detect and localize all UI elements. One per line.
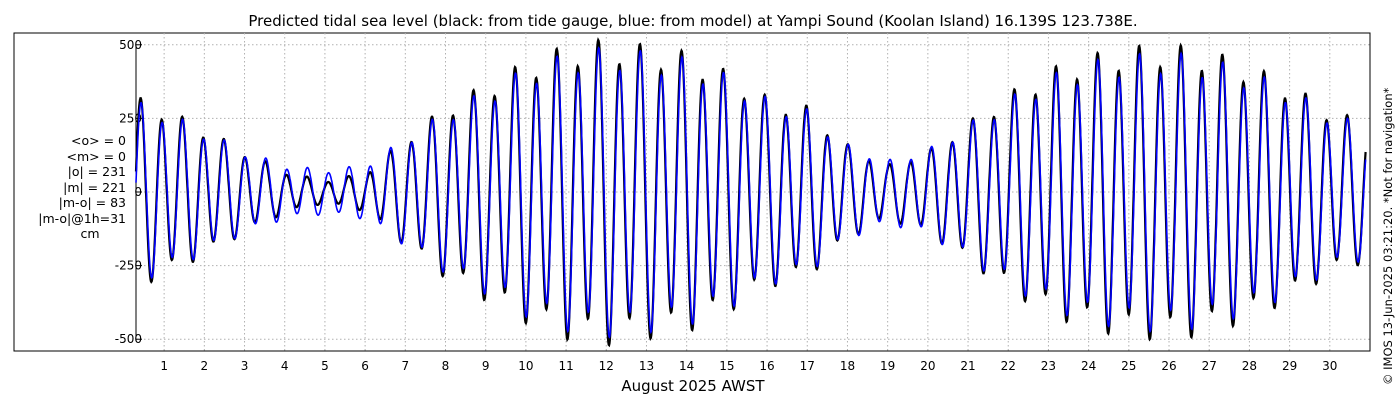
x-tick-label: 19 [880,359,895,373]
x-tick-label: 22 [1001,359,1016,373]
x-tick-label: 17 [800,359,815,373]
x-tick-label: 2 [201,359,209,373]
stat-abs-obs: |o| = 231 [67,164,126,179]
x-tick-label: 15 [719,359,734,373]
y-tick-label: -250 [115,259,142,273]
x-tick-label: 12 [599,359,614,373]
stat-abs-diff: |m-o| = 83 [58,195,126,210]
x-tick-label: 11 [558,359,573,373]
x-tick-label: 29 [1282,359,1297,373]
x-tick-label: 4 [281,359,289,373]
x-tick-label: 5 [321,359,329,373]
chart-title: Predicted tidal sea level (black: from t… [248,12,1137,30]
series-line-model [135,46,1367,339]
x-tick-label: 10 [518,359,533,373]
x-tick-label: 16 [759,359,774,373]
x-tick-label: 24 [1081,359,1096,373]
stat-unit: cm [80,226,100,241]
y-tick-label: -500 [115,332,142,346]
x-tick-label: 8 [442,359,450,373]
statistics-panel: <o> = 0 <m> = 0 |o| = 231 |m| = 221 |m-o… [14,133,126,242]
stat-mean-obs: <o> = 0 [71,133,126,148]
copyright-stamp: © IMOS 13-Jun-2025 03:21:20. *Not for na… [1381,87,1395,385]
x-tick-label: 18 [840,359,855,373]
x-tick-label: 9 [482,359,490,373]
x-tick-label: 30 [1322,359,1337,373]
outer-frame [13,32,1371,352]
x-tick-label: 1 [160,359,168,373]
x-tick-label: 13 [639,359,654,373]
x-tick-label: 27 [1202,359,1217,373]
y-tick-label: 0 [134,185,142,199]
x-tick-label: 6 [361,359,369,373]
x-tick-label: 23 [1041,359,1056,373]
x-tick-label: 28 [1242,359,1257,373]
x-axis-label: August 2025 AWST [621,377,765,395]
x-tick-label: 14 [679,359,694,373]
stat-abs-model: |m| = 221 [63,179,126,195]
x-tick-label: 26 [1161,359,1176,373]
x-tick-layer: 1 2 3 4 5 6 7 8 9 10 11 12 13 14 15 16 17 18 19 20 21 22 23 24 2… [160,359,1337,373]
y-tick-label: 500 [119,38,142,52]
stat-abs-diff-1h: |m-o|@1h=31 [38,210,126,226]
x-tick-label: 20 [920,359,935,373]
x-tick-label: 21 [960,359,975,373]
x-tick-label: 3 [241,359,249,373]
y-tick-layer: 500 250 0 -250 -500 [115,38,142,346]
x-tick-label: 7 [401,359,409,373]
x-tick-label: 25 [1121,359,1136,373]
y-tick-label: 250 [119,111,142,125]
stat-mean-model: <m> = 0 [66,148,127,164]
